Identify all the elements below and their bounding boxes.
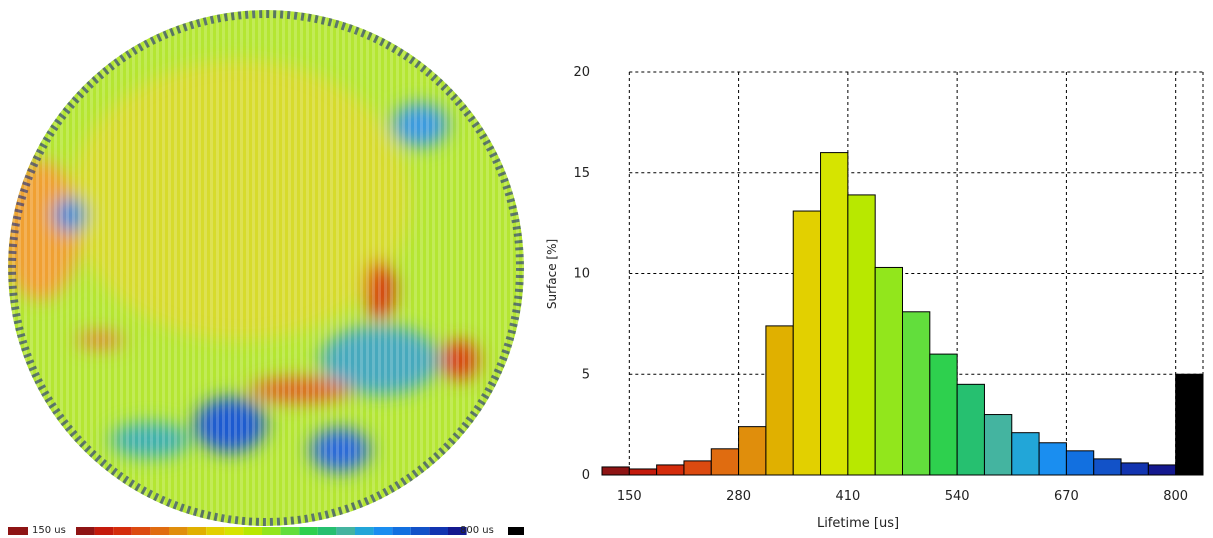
x-axis-label: Lifetime [us]	[817, 516, 899, 531]
bar	[1011, 432, 1040, 476]
y-axis-label: Surface [%]	[545, 239, 559, 309]
colorbar	[8, 527, 524, 535]
bar	[1038, 442, 1067, 476]
colorbar-swatch	[317, 527, 337, 535]
colorbar-swatch	[355, 527, 374, 535]
bar	[1175, 373, 1204, 476]
colorbar-swatch	[8, 527, 28, 535]
colorbar-swatch	[94, 527, 114, 535]
colorbar-swatch	[187, 527, 207, 535]
y-tick-label: 15	[573, 166, 590, 181]
colorbar-swatch	[224, 527, 244, 535]
colorbar-swatch	[508, 527, 524, 535]
colorbar-swatch	[429, 527, 448, 535]
colorbar-max-label: 800 us	[460, 525, 494, 536]
bar	[874, 266, 904, 476]
bar	[738, 426, 767, 476]
y-tick-label: 20	[573, 65, 590, 80]
colorbar-swatch	[336, 527, 355, 535]
bar	[983, 414, 1013, 476]
y-tick-label: 10	[573, 267, 590, 282]
bar	[820, 152, 849, 476]
bar	[956, 383, 985, 476]
x-tick-label: 800	[1163, 489, 1188, 504]
colorbar-swatch	[76, 527, 95, 535]
bar	[601, 466, 630, 476]
x-tick-label: 150	[617, 489, 642, 504]
colorbar-swatch	[280, 527, 300, 535]
bar	[792, 210, 822, 476]
bar	[1093, 458, 1122, 476]
x-tick-label: 410	[835, 489, 860, 504]
colorbar-min-label: 150 us	[32, 525, 66, 536]
bar	[628, 468, 658, 476]
colorbar-swatch	[113, 527, 132, 535]
colorbar-swatch	[150, 527, 169, 535]
bar	[1065, 450, 1095, 476]
colorbar-swatch	[131, 527, 151, 535]
x-tick-label: 540	[945, 489, 970, 504]
x-tick-label: 280	[726, 489, 751, 504]
colorbar-swatch	[299, 527, 318, 535]
bar	[929, 353, 958, 476]
bar	[902, 311, 931, 476]
colorbar-swatch	[262, 527, 281, 535]
bar	[656, 464, 685, 476]
y-tick-label: 0	[582, 468, 590, 483]
bar	[765, 325, 794, 476]
colorbar-swatch	[373, 527, 393, 535]
bar	[1147, 464, 1177, 476]
bar	[683, 460, 712, 476]
colorbar-swatch	[206, 527, 225, 535]
colorbar-swatch	[392, 527, 411, 535]
x-tick-label: 670	[1054, 489, 1079, 504]
colorbar-swatch	[243, 527, 262, 535]
bar	[710, 448, 740, 476]
colorbar-swatch	[169, 527, 188, 535]
y-tick-label: 5	[582, 367, 590, 382]
wafer-map	[8, 10, 524, 526]
bar	[847, 194, 876, 476]
colorbar-swatch	[448, 527, 467, 535]
colorbar-swatch	[410, 527, 430, 535]
bar	[1120, 462, 1149, 476]
